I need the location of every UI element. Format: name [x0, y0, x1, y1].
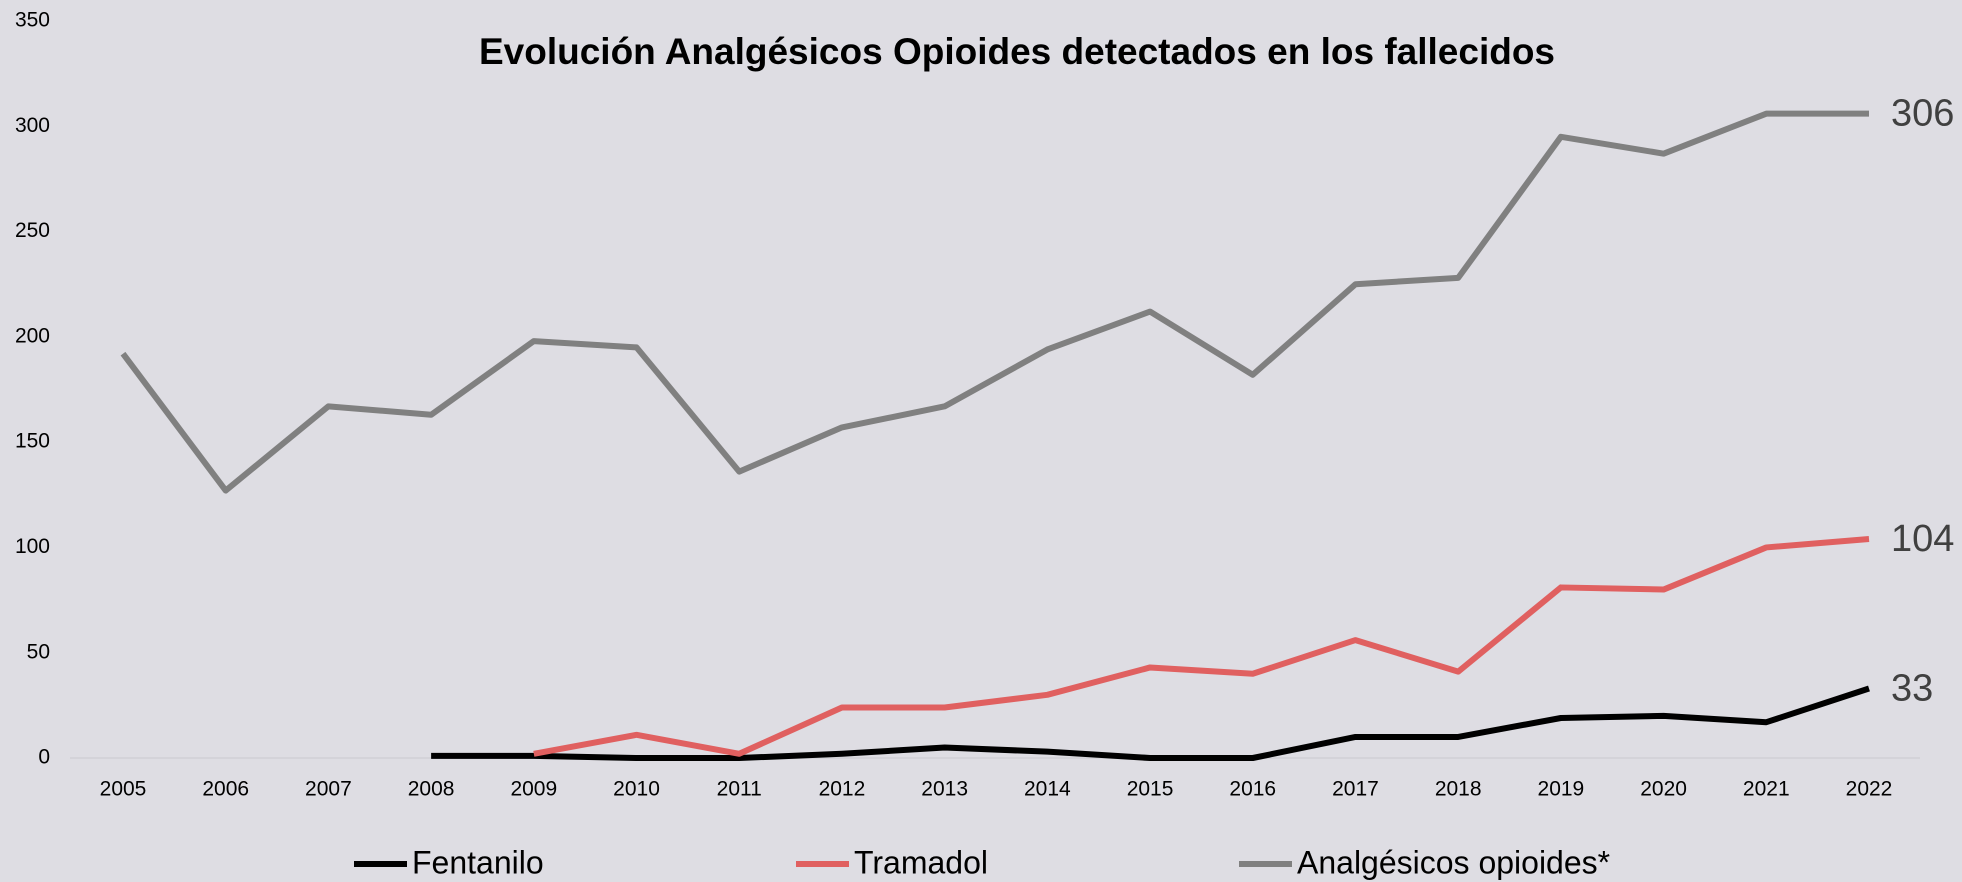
y-tick-label: 50: [27, 640, 50, 663]
end-label: 306: [1891, 93, 1954, 135]
y-tick-label: 300: [15, 114, 50, 137]
series-line: [120, 110, 1869, 494]
x-tick-label: 2009: [510, 778, 557, 801]
y-tick-label: 0: [38, 746, 50, 769]
y-tick-label: 250: [15, 219, 50, 242]
x-tick-label: 2008: [408, 778, 455, 801]
x-tick-label: 2021: [1743, 778, 1790, 801]
x-tick-label: 2010: [613, 778, 660, 801]
x-tick-label: 2007: [305, 778, 352, 801]
legend-label: Tramadol: [854, 844, 988, 880]
y-tick-label: 100: [15, 535, 50, 558]
y-tick-label: 200: [15, 324, 50, 347]
y-tick-label: 350: [15, 9, 50, 32]
x-tick-label: 2013: [921, 778, 968, 801]
x-tick-label: 2017: [1332, 778, 1379, 801]
legend-label: Fentanilo: [412, 844, 544, 880]
x-tick-label: 2016: [1229, 778, 1276, 801]
x-tick-label: 2014: [1024, 778, 1071, 801]
legend-label: Analgésicos opioides*: [1297, 844, 1610, 880]
x-tick-label: 2022: [1846, 778, 1893, 801]
x-tick-label: 2019: [1538, 778, 1585, 801]
x-tick-label: 2015: [1127, 778, 1174, 801]
x-tick-label: 2020: [1640, 778, 1687, 801]
series-line: [431, 685, 1870, 761]
end-label: 33: [1891, 668, 1933, 710]
x-tick-label: 2012: [819, 778, 866, 801]
x-tick-label: 2018: [1435, 778, 1482, 801]
x-tick-label: 2005: [100, 778, 147, 801]
chart-title: Evolución Analgésicos Opioides detectado…: [479, 31, 1555, 72]
end-label: 104: [1891, 518, 1954, 560]
x-tick-label: 2011: [717, 778, 762, 801]
x-tick-label: 2006: [202, 778, 249, 801]
y-tick-label: 150: [15, 430, 50, 453]
series-line: [533, 536, 1870, 757]
